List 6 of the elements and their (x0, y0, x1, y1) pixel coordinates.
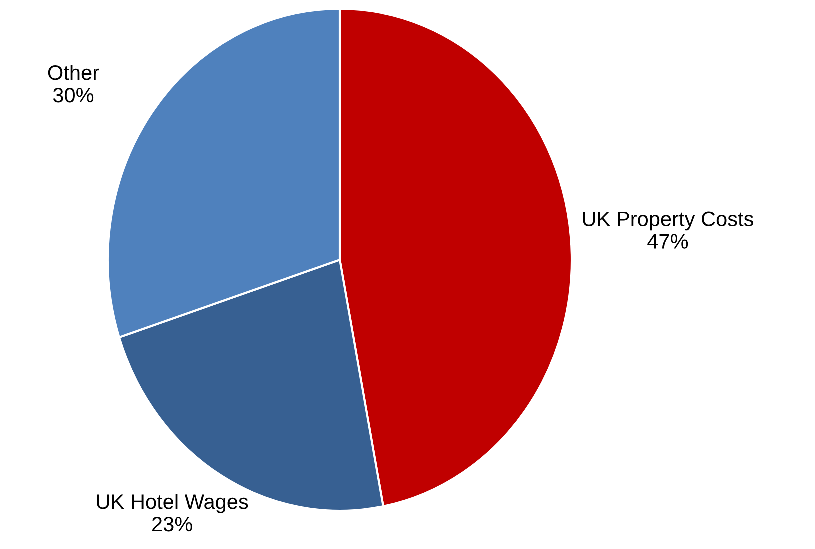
slice-label: Other (48, 64, 100, 80)
data-label: 47% (648, 234, 688, 249)
slice-label: UK Property Costs (583, 212, 754, 231)
data-label: 23% (152, 516, 192, 532)
data-label: 30% (53, 88, 94, 103)
slice-label: UK Hotel Wages (97, 494, 248, 514)
